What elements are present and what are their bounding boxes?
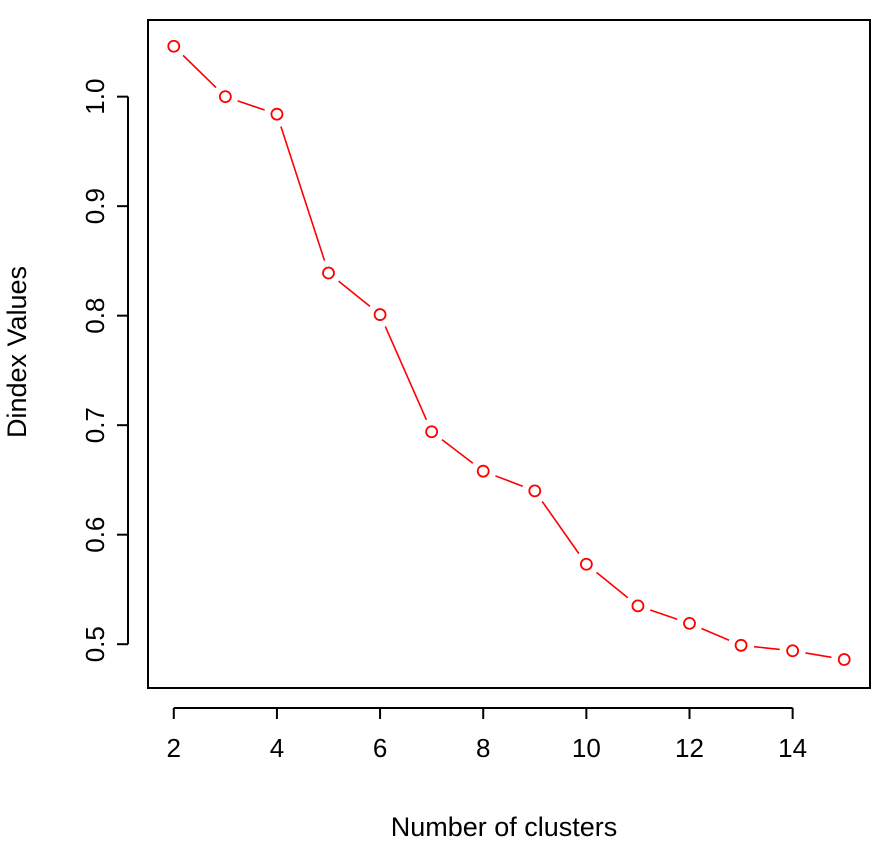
data-point: [167, 39, 181, 53]
series-line-segment: [280, 126, 326, 261]
y-tick-label: 1.0: [80, 79, 110, 115]
series-line-segment: [595, 571, 629, 599]
y-tick-label: 0.8: [80, 298, 110, 334]
y-tick-label: 0.5: [80, 626, 110, 662]
series-line-segment: [338, 280, 371, 308]
series-line-segment: [701, 627, 730, 641]
data-point: [218, 90, 232, 104]
y-tick-label: 0.9: [80, 188, 110, 224]
x-tick-label: 6: [373, 733, 387, 763]
series-line-segment: [237, 100, 265, 111]
series-line-segment: [649, 609, 678, 620]
data-point: [373, 308, 387, 321]
series-line-segment: [182, 54, 217, 89]
x-tick-label: 2: [167, 733, 181, 763]
data-point: [734, 638, 748, 652]
data-point: [837, 653, 851, 666]
data-point: [270, 107, 284, 121]
series-line-segment: [441, 439, 474, 464]
series-line-segment: [384, 326, 428, 421]
x-tick-label: 4: [270, 733, 284, 763]
series-line-segment: [541, 501, 580, 555]
data-point: [425, 425, 439, 439]
data-point: [579, 557, 593, 571]
x-tick-label: 8: [476, 733, 490, 763]
data-point: [786, 644, 800, 658]
x-axis-title: Number of clusters: [391, 812, 618, 841]
series-line-segment: [753, 645, 780, 651]
data-point: [683, 616, 696, 630]
x-axis: 2 4 6 8 10 12 14: [167, 707, 807, 763]
y-tick-label: 0.6: [80, 517, 110, 553]
y-axis: 0.5 0.6 0.7 0.8 0.9 1.0: [80, 79, 129, 662]
y-axis-title: Dindex Values: [2, 266, 32, 438]
series-line-segment: [495, 475, 523, 487]
y-tick-label: 0.7: [80, 407, 110, 443]
data-point: [476, 464, 490, 478]
series-layer: [167, 39, 851, 666]
data-point: [322, 266, 335, 280]
data-point: [631, 599, 645, 613]
x-tick-label: 12: [675, 733, 704, 763]
data-point: [528, 484, 542, 498]
x-tick-label: 10: [572, 733, 601, 763]
series-line-segment: [805, 652, 832, 659]
plot-frame: [147, 19, 871, 689]
x-tick-label: 14: [778, 733, 807, 763]
